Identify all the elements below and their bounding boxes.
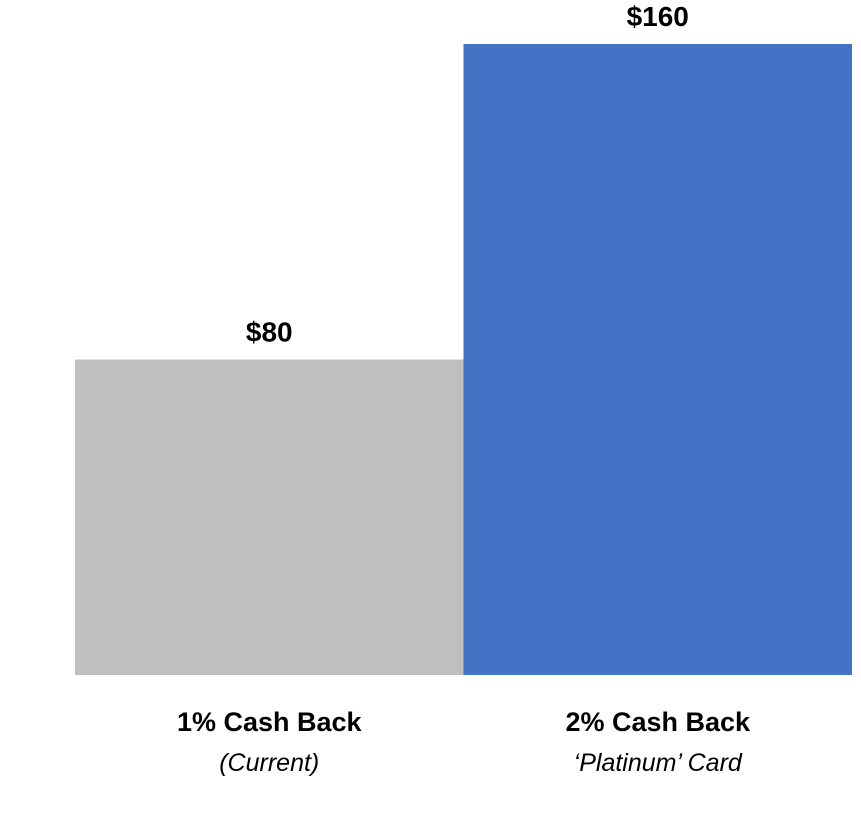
category-label-2: 2% Cash Back [565, 707, 751, 737]
value-labels-group: $80 $160 [246, 1, 689, 348]
category-label-1: 1% Cash Back [177, 707, 363, 737]
bar-2 [463, 44, 852, 675]
category-sublabel-2: ‘Platinum’ Card [574, 749, 743, 777]
category-labels-group: 1% Cash Back (Current) 2% Cash Back ‘Platin… [177, 707, 751, 777]
value-label-2: $160 [627, 1, 689, 32]
bars-group [75, 44, 852, 675]
bar-1 [75, 359, 464, 675]
category-sublabel-1: (Current) [219, 749, 319, 777]
value-label-1: $80 [246, 317, 293, 348]
